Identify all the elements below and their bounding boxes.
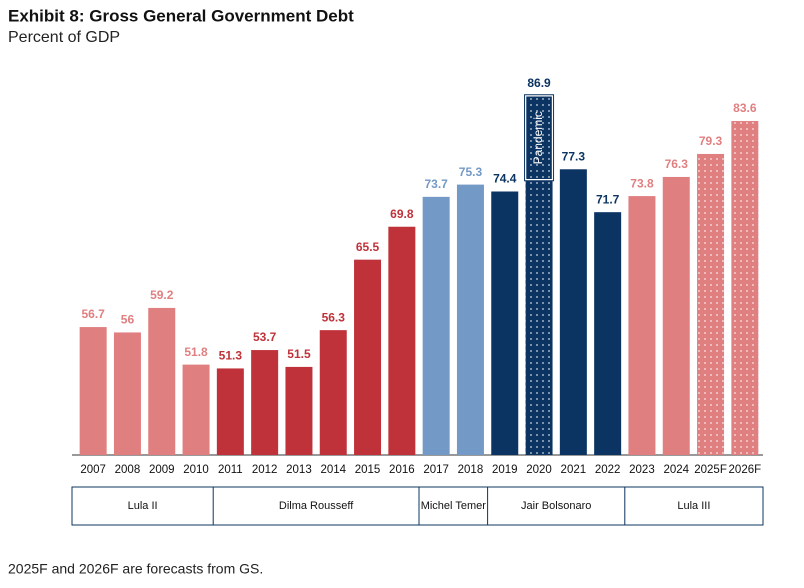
annotation-frame [524, 94, 555, 182]
group-label: Lula III [677, 500, 710, 512]
bar [216, 368, 244, 455]
footnote: 2025F and 2026F are forecasts from GS. [8, 561, 263, 577]
chart-title: Exhibit 8: Gross General Government Debt [8, 6, 354, 25]
x-tick-label: 2016 [389, 464, 415, 476]
x-tick-label: 2026F [729, 464, 762, 476]
bar [628, 196, 656, 456]
value-label: 77.3 [562, 149, 586, 163]
bar [388, 226, 416, 455]
bar [113, 332, 141, 455]
bar [285, 366, 313, 455]
bar [456, 184, 484, 456]
value-label: 73.7 [424, 177, 448, 191]
chart-subtitle: Percent of GDP [8, 29, 120, 46]
x-tick-label: 2018 [458, 464, 484, 476]
value-label: 51.5 [287, 347, 311, 361]
value-label: 76.3 [665, 157, 689, 171]
x-tick-label: 2011 [218, 464, 243, 476]
group-label: Michel Temer [421, 500, 487, 512]
bar [182, 364, 210, 455]
group-label: Jair Bolsonaro [521, 500, 591, 512]
x-tick-label: 2009 [149, 464, 175, 476]
x-tick-label: 2010 [183, 464, 209, 476]
bar [594, 212, 622, 455]
value-label: 56 [121, 313, 135, 327]
bar [319, 330, 347, 455]
group-label: Dilma Rousseff [279, 500, 354, 512]
bar [148, 307, 176, 455]
x-tick-label: 2022 [595, 464, 621, 476]
x-tick-label: 2023 [629, 464, 655, 476]
bar [559, 169, 587, 456]
group-label: Lula II [128, 500, 158, 512]
x-tick-label: 2020 [526, 464, 552, 476]
value-label: 71.7 [596, 192, 620, 206]
bar-pattern [525, 95, 553, 455]
annotation: Pandemic [531, 111, 545, 164]
x-tick-label: 2015 [355, 464, 381, 476]
value-label: 51.8 [184, 345, 208, 359]
x-tick-label: 2025F [694, 464, 727, 476]
value-label: 86.9 [527, 76, 551, 90]
value-label: 79.3 [699, 134, 723, 148]
x-tick-label: 2012 [252, 464, 278, 476]
x-tick-label: 2021 [561, 464, 587, 476]
x-tick-label: 2024 [663, 464, 689, 476]
value-label: 56.3 [322, 310, 346, 324]
x-tick-label: 2017 [423, 464, 449, 476]
x-tick-label: 2014 [320, 464, 346, 476]
value-label: 69.8 [390, 207, 414, 221]
value-label: 73.8 [630, 176, 654, 190]
value-label: 83.6 [733, 101, 757, 115]
bar [491, 191, 519, 455]
bar [251, 350, 279, 455]
group-frame [71, 486, 764, 526]
value-label: 74.4 [493, 172, 517, 186]
value-label: 56.7 [81, 307, 105, 321]
bar [422, 196, 450, 455]
x-tick-label: 2008 [115, 464, 141, 476]
bar [79, 327, 107, 455]
x-tick-label: 2019 [492, 464, 518, 476]
bar-pattern [731, 121, 759, 456]
value-label: 65.5 [356, 240, 380, 254]
x-tick-label: 2007 [80, 464, 106, 476]
annotation-box [524, 94, 554, 181]
value-label: 75.3 [459, 165, 483, 179]
bar [662, 176, 690, 455]
value-label: 59.2 [150, 288, 174, 302]
x-tick-label: 2013 [286, 464, 312, 476]
value-label: 51.3 [219, 349, 243, 363]
bar-pattern [697, 153, 725, 455]
value-label: 53.7 [253, 330, 277, 344]
bar [354, 259, 382, 455]
